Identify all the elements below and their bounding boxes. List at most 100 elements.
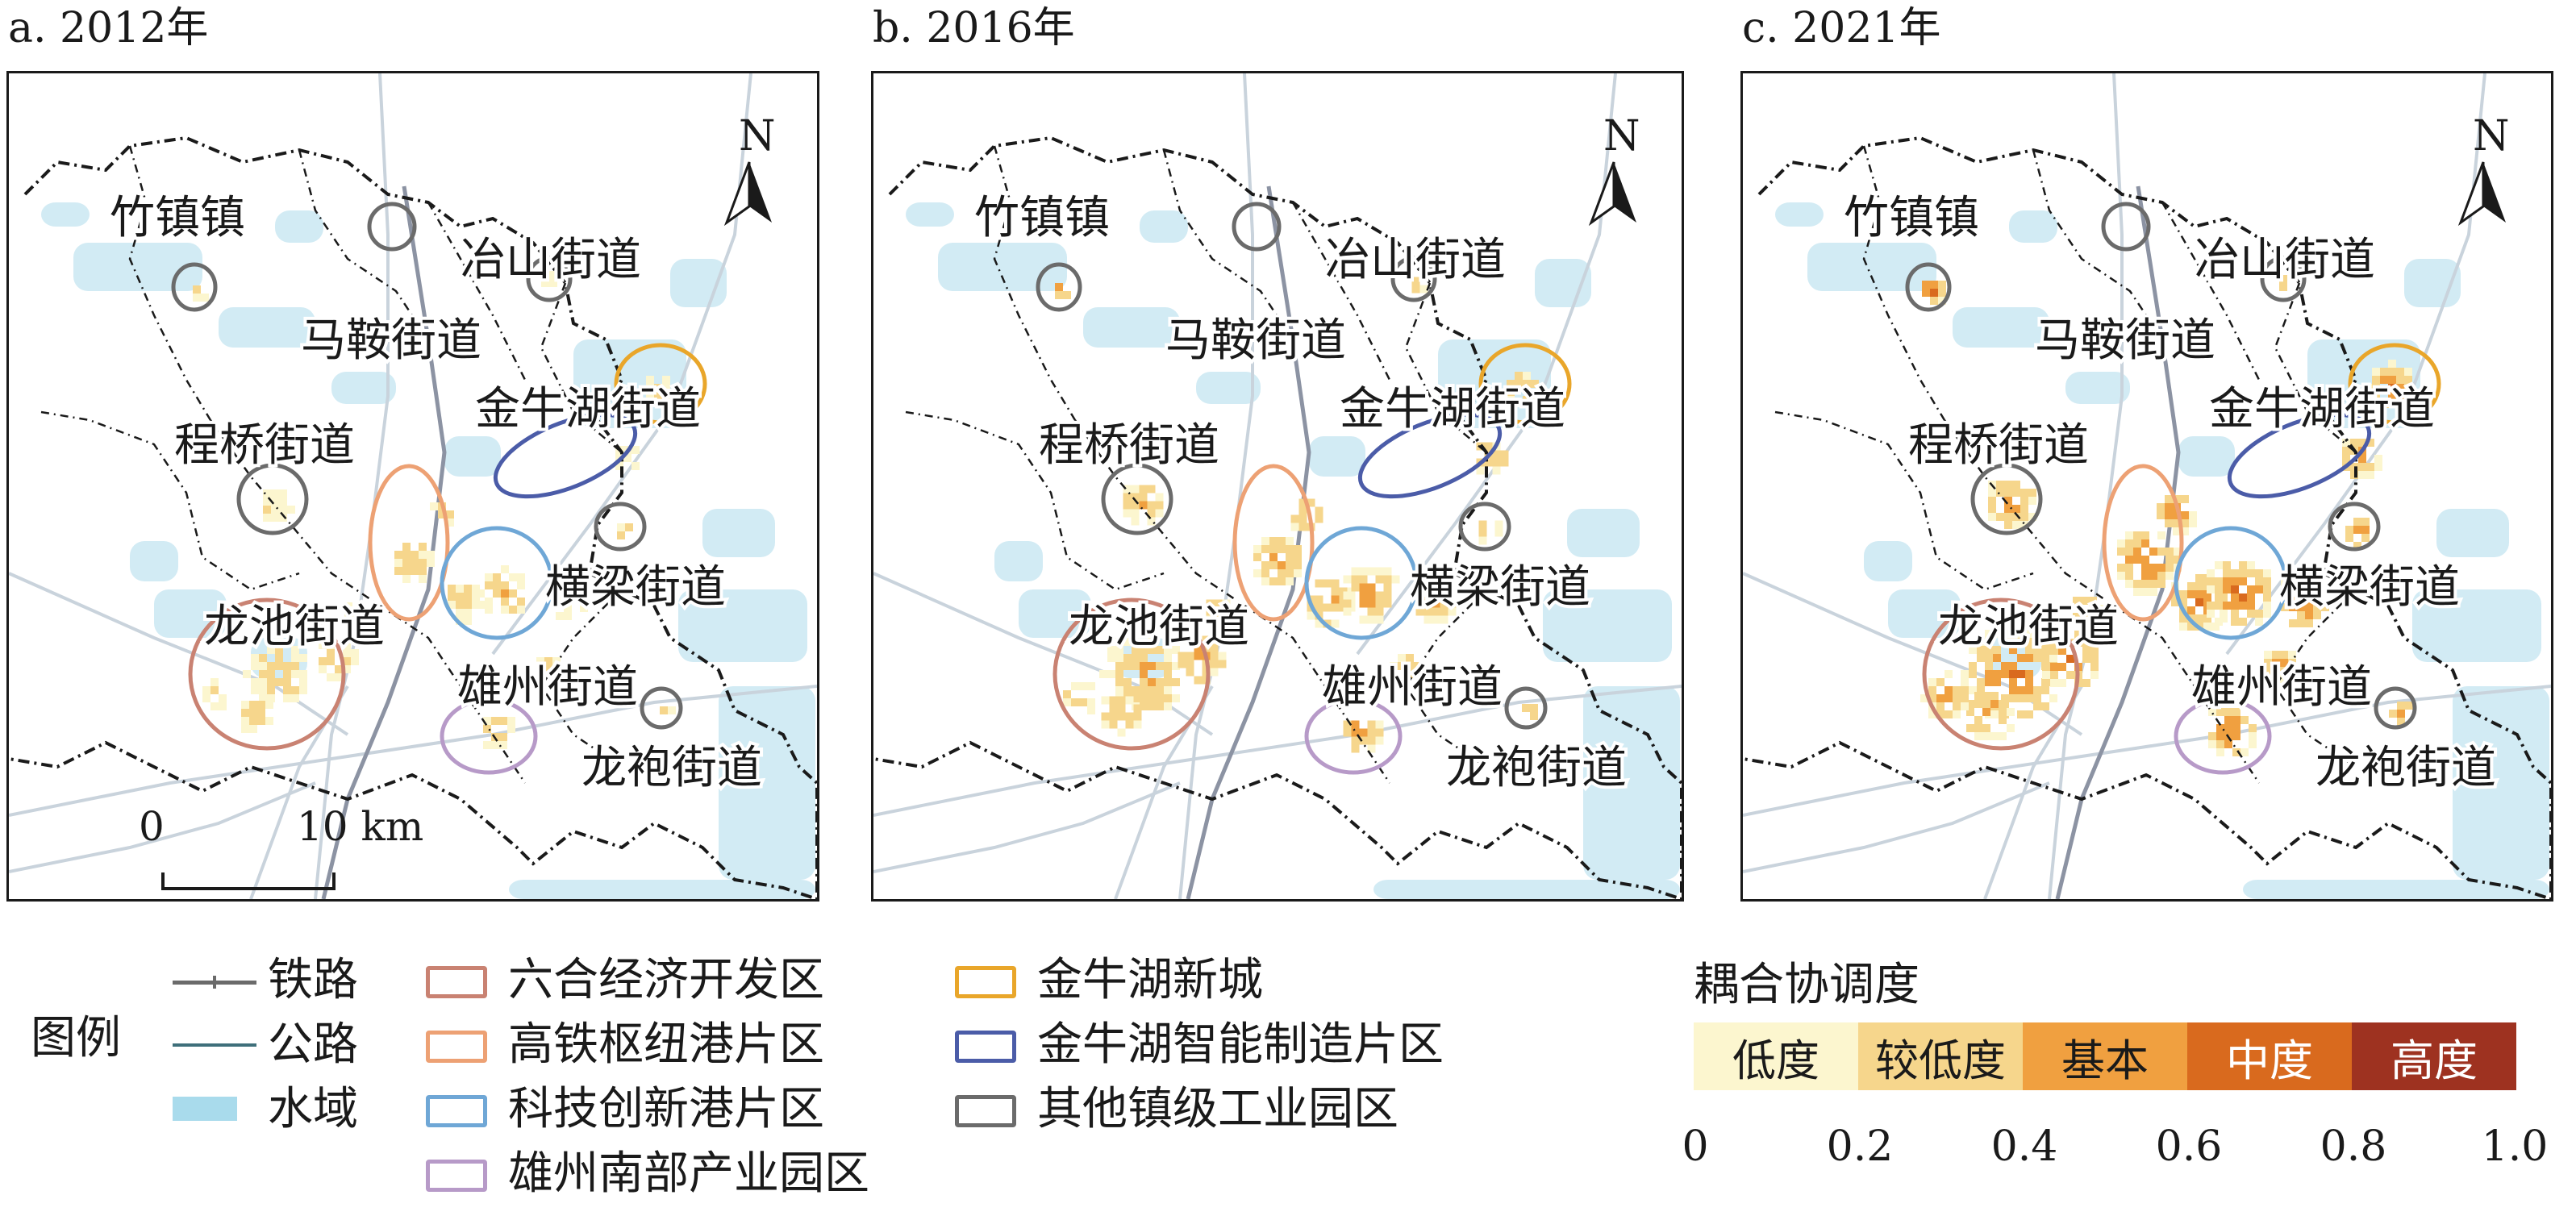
coupling-cell <box>556 596 564 604</box>
coupling-cell <box>402 559 411 567</box>
coupling-cell <box>1214 599 1223 608</box>
coupling-cell <box>2195 614 2203 623</box>
coupling-cell <box>2081 613 2089 621</box>
coupling-cell <box>2066 671 2074 679</box>
coupling-cell <box>464 585 472 593</box>
coupling-cell <box>2020 505 2028 513</box>
coupling-cell <box>2009 646 2017 654</box>
coupling-cell <box>251 662 259 670</box>
place-label-chengqiao: 程桥街道 <box>1039 419 1219 472</box>
coupling-cell <box>1148 694 1156 702</box>
coupling-cell <box>1115 646 1123 654</box>
coupling-cell <box>2073 597 2081 605</box>
coupling-cell <box>219 694 227 702</box>
coupling-cell <box>267 678 275 686</box>
coupling-cell <box>2313 611 2321 619</box>
coupling-cell <box>2189 519 2197 527</box>
coupling-cell <box>2004 513 2012 521</box>
coupling-cell <box>1432 607 1440 616</box>
coupling-cell <box>279 506 287 514</box>
coupling-cell <box>2366 439 2374 447</box>
water-body <box>938 243 1067 291</box>
coupling-cell <box>419 575 427 583</box>
north-label: N <box>2473 112 2510 160</box>
coupling-cell <box>2263 593 2271 602</box>
water-body <box>275 210 323 243</box>
coupling-cell <box>517 606 525 614</box>
coupling-cell <box>2232 724 2240 732</box>
coupling-cell <box>2028 497 2036 505</box>
coupling-cell <box>1936 678 1945 686</box>
coupling-tick-2: 0.4 <box>1990 1122 2058 1171</box>
road-line <box>2225 73 2486 656</box>
coupling-cell <box>1982 732 1990 740</box>
zone-ellipse-xiongzhou <box>440 698 538 775</box>
coupling-cell <box>1164 654 1172 662</box>
north-label: N <box>1603 112 1640 160</box>
coupling-cell <box>1945 670 1953 678</box>
coupling-cell <box>472 585 480 593</box>
coupling-cell <box>2208 740 2216 748</box>
coupling-cell <box>1123 638 1132 646</box>
coupling-cell <box>259 654 267 662</box>
coupling-cell <box>2231 569 2239 577</box>
coupling-cell <box>1218 660 1227 668</box>
coupling-cell <box>2001 630 2009 638</box>
coupling-cell <box>2231 585 2239 593</box>
water-body <box>444 436 501 477</box>
coupling-cell <box>2012 489 2020 497</box>
coupling-cell <box>351 649 359 657</box>
coupling-cell <box>2289 579 2297 587</box>
coupling-cell <box>1164 686 1172 694</box>
coupling-cell <box>617 523 625 531</box>
coupling-cell <box>1109 720 1118 729</box>
coupling-cell <box>1123 678 1132 686</box>
coupling-cell <box>2050 647 2058 655</box>
coupling-cell <box>2195 590 2203 598</box>
zone-ellipse-keji <box>2174 526 2288 640</box>
coupling-cell <box>438 510 446 518</box>
coupling-cell <box>1140 702 1148 710</box>
zone-ellipse-gaotie <box>2102 464 2184 622</box>
coupling-cell <box>2125 539 2133 548</box>
district-boundary <box>1743 135 2551 899</box>
coupling-cell <box>1186 635 1194 644</box>
coupling-cell <box>1123 501 1132 510</box>
coupling-cell <box>402 575 411 583</box>
town-boundary <box>128 145 212 421</box>
coupling-cell <box>509 589 517 598</box>
zone-ellipse-keji <box>1304 526 1419 640</box>
coupling-cell <box>2082 655 2090 663</box>
place-label-zhuzhen: 竹镇镇 <box>974 192 1110 244</box>
coupling-cell <box>2165 495 2173 503</box>
north-arrow-icon <box>723 161 751 227</box>
coupling-cell <box>2396 400 2404 408</box>
coupling-cell <box>1079 698 1087 706</box>
town-boundary <box>40 410 300 591</box>
coupling-cell <box>299 678 307 686</box>
coupling-cell <box>2049 694 2057 702</box>
coupling-cell <box>2220 606 2228 614</box>
legend-zone-jinniuhu-manufacturing: 金牛湖智能制造片区 <box>1037 1018 1444 1071</box>
coupling-cell <box>1996 489 2004 497</box>
coupling-cell <box>1290 514 1299 523</box>
coupling-cell <box>2353 542 2361 550</box>
coupling-cell <box>485 606 493 614</box>
legend-road-label: 公路 <box>268 1018 358 1071</box>
coupling-cell <box>564 596 572 604</box>
coupling-cell <box>2179 623 2187 631</box>
coupling-cell <box>279 489 287 498</box>
coupling-cell <box>1194 643 1203 652</box>
zone-ellipse-maan <box>1232 202 1282 252</box>
coupling-cell <box>1156 702 1164 710</box>
coupling-cell <box>1315 603 1323 612</box>
coupling-cell <box>2089 597 2097 605</box>
coupling-cell <box>536 657 544 665</box>
coupling-cell <box>1966 700 1974 708</box>
coupling-cell <box>1315 595 1323 604</box>
coupling-cell <box>509 606 517 614</box>
water-body <box>2453 686 2549 880</box>
coupling-cell <box>2208 708 2216 716</box>
coupling-cell <box>2033 694 2041 702</box>
